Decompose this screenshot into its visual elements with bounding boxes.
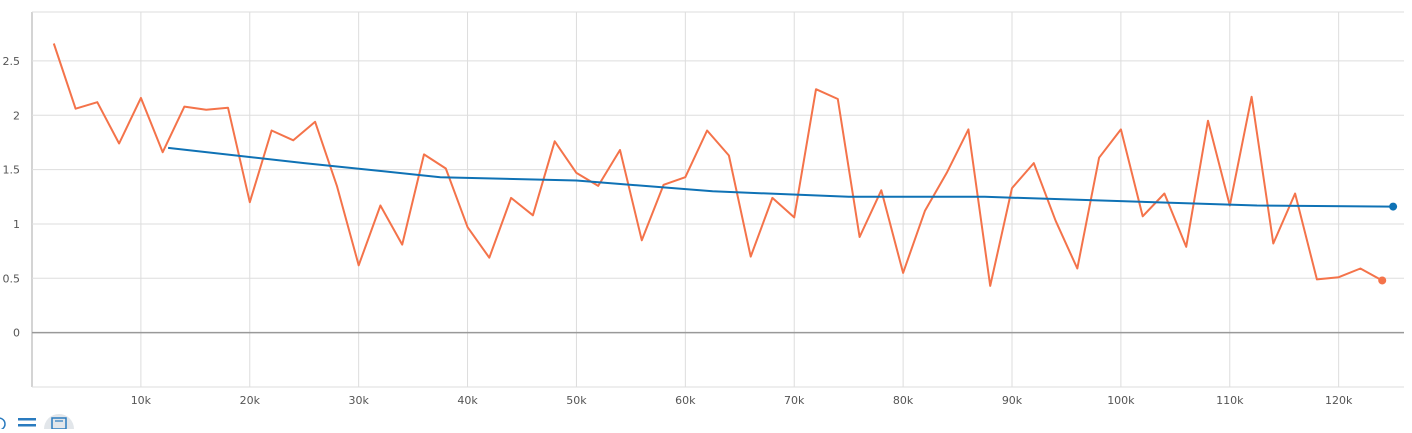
x-tick-label: 100k [1107,394,1135,407]
y-tick-label: 2.5 [3,55,21,68]
x-tick-label: 20k [240,394,261,407]
y-axis-tick-labels: 0 0.5 1 1.5 2 2.5 [3,55,21,340]
y-tick-label: 1.5 [3,164,21,177]
chart-series [52,43,1398,287]
x-axis-tick-labels: 10k 20k 30k 40k 50k 60k 70k 80k 90k 100k 110k 120k [131,394,1353,407]
chart-toolbar [0,410,120,433]
y-tick-label: 0.5 [3,272,21,285]
data-selection-icon[interactable] [18,414,36,433]
x-tick-label: 110k [1216,394,1244,407]
series-1-endpoint[interactable] [1389,202,1398,211]
series-0-line [52,43,1383,287]
series-1-line [167,146,1394,208]
fit-domain-icon[interactable] [0,414,8,433]
x-tick-label: 120k [1325,394,1353,407]
y-tick-label: 1 [13,218,20,231]
x-tick-label: 80k [893,394,914,407]
series-0-endpoint[interactable] [1378,276,1387,285]
x-tick-label: 90k [1002,394,1023,407]
x-tick-label: 30k [348,394,369,407]
chart-grid [31,11,1404,388]
x-tick-label: 70k [784,394,805,407]
download-icon[interactable] [44,412,74,433]
x-tick-label: 40k [457,394,478,407]
x-tick-label: 50k [566,394,587,407]
x-tick-label: 60k [675,394,696,407]
y-tick-label: 0 [13,327,20,340]
x-tick-label: 10k [131,394,152,407]
y-tick-label: 2 [13,109,20,122]
line-chart: 0 0.5 1 1.5 2 2.5 10k 20k 30k 40k 50k 60k 70k 80k 90k… [3,11,1404,407]
